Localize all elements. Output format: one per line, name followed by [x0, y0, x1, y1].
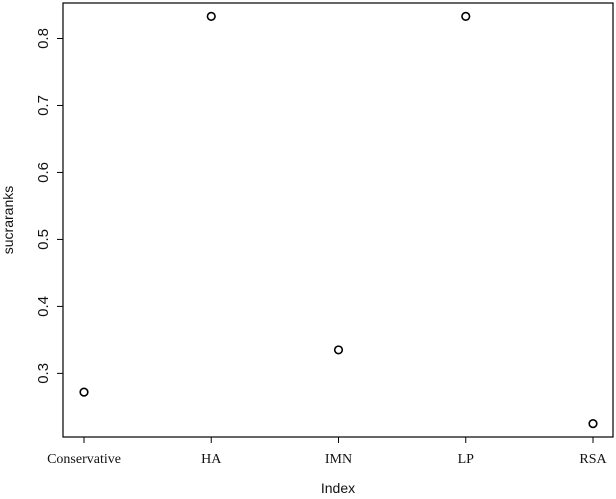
data-points: [79, 11, 598, 429]
data-point: [79, 387, 89, 397]
data-point: [333, 345, 344, 355]
y-tick-label: 0.7: [35, 95, 52, 116]
x-tick-label: LP: [458, 452, 475, 467]
data-point: [461, 11, 471, 21]
y-tick-label: 0.6: [35, 162, 52, 183]
plot-frame: [62, 2, 614, 438]
y-tick-label: 0.8: [35, 28, 52, 49]
x-tick-label: Conservative: [47, 452, 121, 467]
data-point: [206, 11, 216, 21]
x-axis: Conservative HA IMN LP RSA: [47, 436, 608, 467]
y-tick-label: 0.3: [35, 363, 52, 384]
y-axis: 0.3 0.4 0.5 0.6 0.7 0.8: [35, 28, 64, 384]
y-axis-title: sucraranks: [0, 186, 16, 254]
y-tick-label: 0.4: [35, 296, 52, 317]
x-tick-label: IMN: [325, 452, 352, 467]
x-tick-label: HA: [201, 452, 222, 467]
x-tick-label: RSA: [579, 452, 607, 467]
x-axis-title: Index: [321, 480, 355, 496]
y-tick-label: 0.5: [35, 229, 52, 250]
data-point: [588, 419, 598, 429]
